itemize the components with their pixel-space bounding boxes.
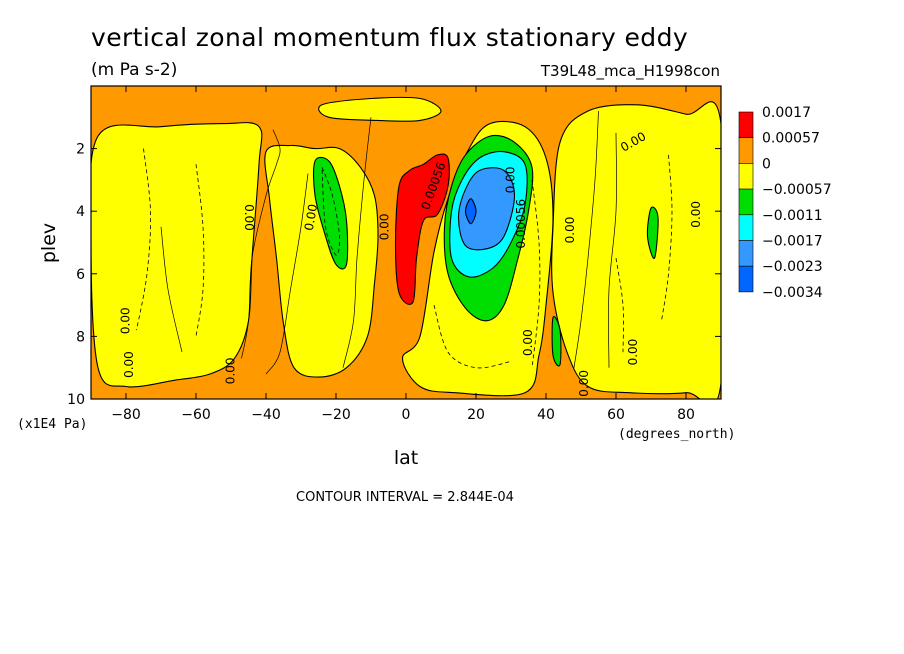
contour-line-solid xyxy=(573,110,599,368)
contour-label: 0.00 xyxy=(689,201,703,228)
colorbar-label: −0.00057 xyxy=(762,182,832,198)
contour-region xyxy=(264,144,379,378)
contour-line-layer xyxy=(136,110,673,375)
x-axis-label: lat xyxy=(394,447,418,469)
y-tick-label: 4 xyxy=(76,204,85,220)
colorbar-label: −0.0034 xyxy=(762,285,823,301)
contour-label: 0.00 xyxy=(521,329,535,356)
x-axis-ticks: −80 −60 −40 −20 0 20 40 60 80 xyxy=(111,86,695,423)
contour-line-dashed xyxy=(531,179,541,368)
y-axis-units: (x1E4 Pa) xyxy=(17,417,87,432)
x-tick-label: −60 xyxy=(181,407,211,423)
contour-region xyxy=(464,198,477,225)
contour-line-solid xyxy=(608,132,617,368)
x-tick-label: −20 xyxy=(321,407,351,423)
colorbar-swatch xyxy=(738,214,754,241)
contour-line-dashed xyxy=(136,148,152,331)
contour-label: 0.00056 xyxy=(514,199,528,249)
colorbar-label: −0.0017 xyxy=(762,234,823,250)
contour-label: 0.00 xyxy=(302,203,320,232)
contour-line-dashed xyxy=(433,304,512,369)
colorbar-label: −0.0023 xyxy=(762,259,823,275)
contour-label: 0.00 xyxy=(577,370,591,397)
colorbar-swatch xyxy=(738,188,754,216)
contour-label: 0.00 xyxy=(504,167,518,194)
case-label: T39L48_mca_H1998con xyxy=(540,62,720,81)
colorbar-swatch xyxy=(738,240,754,267)
colorbar-swatch xyxy=(738,163,754,190)
contour-region xyxy=(551,316,562,367)
colorbar-label: 0.0017 xyxy=(762,105,811,121)
contour-line-dashed xyxy=(615,258,624,353)
contour-region xyxy=(457,167,516,251)
contour-interval-note: CONTOUR INTERVAL = 2.844E-04 xyxy=(296,490,514,505)
y-tick-label: 2 xyxy=(76,142,85,158)
chart-units: (m Pa s-2) xyxy=(91,60,177,80)
contour-region xyxy=(646,206,659,259)
colorbar-label: −0.0011 xyxy=(762,208,823,224)
contour-region xyxy=(318,96,442,122)
x-tick-label: 60 xyxy=(607,407,625,423)
x-tick-label: 80 xyxy=(677,407,695,423)
colorbar: 0.0017 0.00057 0 −0.00057 −0.0011 −0.0017 −0.0… xyxy=(738,105,832,301)
colorbar-swatch xyxy=(738,265,754,293)
contour-line-solid xyxy=(265,173,309,375)
colorbar-swatch xyxy=(738,137,754,164)
contour-line-solid xyxy=(160,226,183,353)
contour-label: 0.00 xyxy=(242,204,256,231)
contour-label: 0.00 xyxy=(122,351,136,378)
y-axis-label: plev xyxy=(38,223,60,263)
y-tick-label: 6 xyxy=(76,267,85,283)
colorbar-swatch xyxy=(738,111,754,139)
y-axis-ticks: 2 4 6 8 10 xyxy=(67,142,721,408)
contour-line-solid xyxy=(241,129,281,359)
x-tick-label: 40 xyxy=(537,407,555,423)
contour-line-solid xyxy=(342,117,372,368)
y-tick-label: 8 xyxy=(76,329,85,345)
contour-line-dashed xyxy=(661,154,673,321)
contour-label: 0.00 xyxy=(563,217,577,244)
contour-region xyxy=(91,122,263,388)
x-tick-label: 20 xyxy=(467,407,485,423)
colorbar-label: 0.00057 xyxy=(762,131,820,147)
chart-title: vertical zonal momentum flux stationary … xyxy=(91,23,688,52)
x-axis-units: (degrees_north) xyxy=(618,427,735,442)
contour-region xyxy=(394,153,450,305)
contour-region xyxy=(551,101,721,399)
x-tick-label: −80 xyxy=(111,407,141,423)
y-tick-label: 10 xyxy=(67,392,85,408)
contour-label: 0.00 xyxy=(119,307,133,334)
colorbar-label: 0 xyxy=(762,156,771,172)
x-tick-label: 0 xyxy=(402,407,411,423)
contour-label: 0.00 xyxy=(378,213,392,240)
x-tick-label: −40 xyxy=(251,407,281,423)
contour-label: 0.00 xyxy=(224,357,238,384)
contour-label: 0.00 xyxy=(626,339,640,366)
contour-line-dashed xyxy=(321,167,341,256)
contour-region xyxy=(312,156,349,270)
